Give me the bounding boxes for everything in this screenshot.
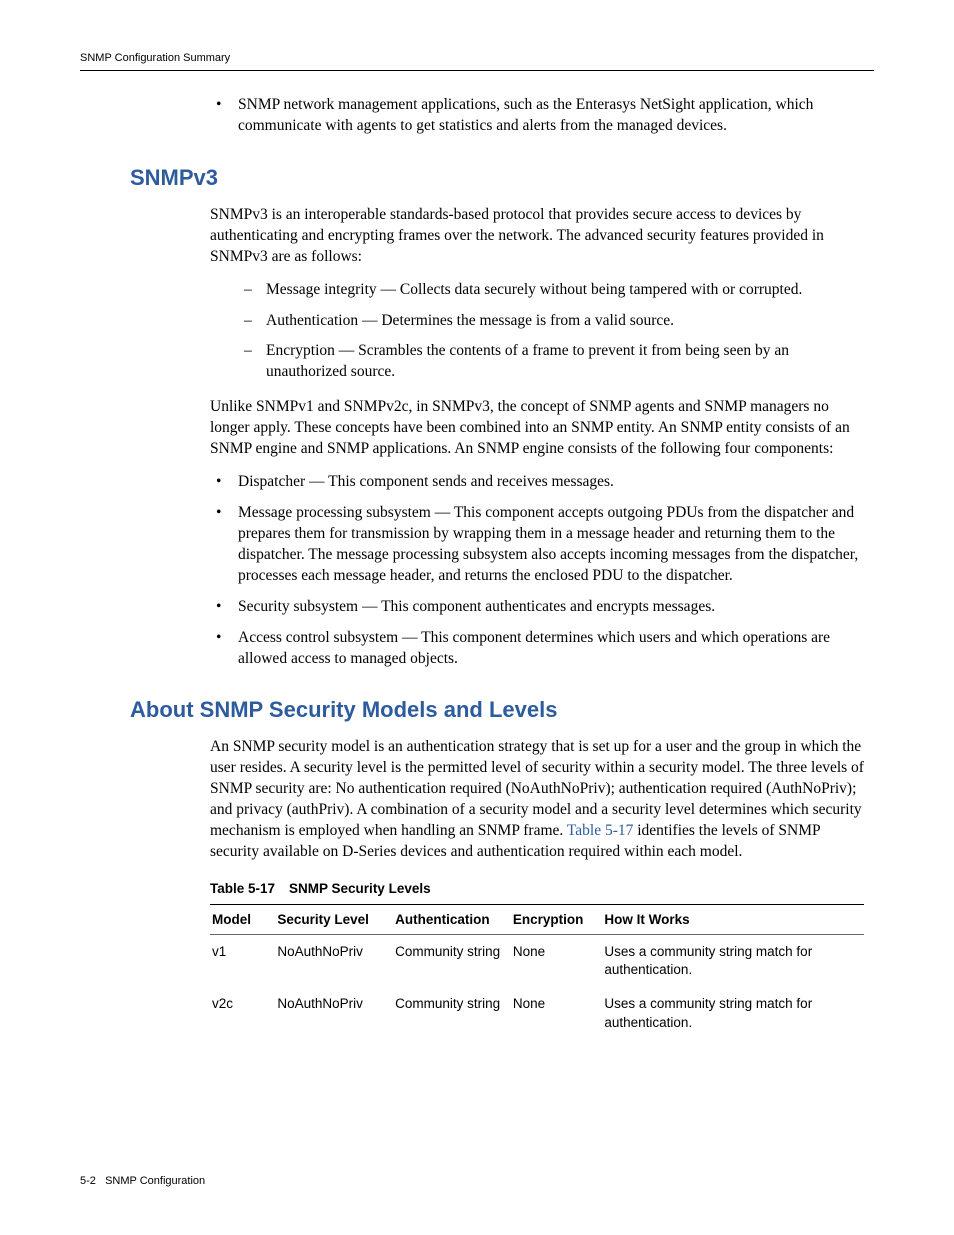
- feature-item: Authentication — Determines the message …: [238, 311, 864, 332]
- table-caption: Table 5-17 SNMP Security Levels: [210, 881, 864, 896]
- component-item: Message processing subsystem — This comp…: [210, 503, 864, 587]
- intro-block: SNMP network management applications, su…: [210, 95, 864, 137]
- security-block: An SNMP security model is an authenticat…: [210, 737, 864, 1039]
- col-encryption: Encryption: [511, 904, 603, 934]
- footer-page-number: 5-2: [80, 1175, 96, 1187]
- cell-enc: None: [511, 934, 603, 987]
- col-authentication: Authentication: [393, 904, 511, 934]
- snmpv3-intro: SNMPv3 is an interoperable standards-bas…: [210, 205, 864, 268]
- page-footer: 5-2 SNMP Configuration: [80, 1175, 205, 1187]
- table-row: v2c NoAuthNoPriv Community string None U…: [210, 987, 864, 1039]
- table-row: v1 NoAuthNoPriv Community string None Us…: [210, 934, 864, 987]
- heading-snmpv3: SNMPv3: [130, 165, 874, 191]
- table-header-row: Model Security Level Authentication Encr…: [210, 904, 864, 934]
- cell-how: Uses a community string match for authen…: [602, 934, 864, 987]
- cell-auth: Community string: [393, 987, 511, 1039]
- component-item: Security subsystem — This component auth…: [210, 597, 864, 618]
- cell-seclvl: NoAuthNoPriv: [275, 987, 393, 1039]
- running-header: SNMP Configuration Summary: [80, 52, 874, 71]
- intro-bullet-list: SNMP network management applications, su…: [210, 95, 864, 137]
- table-caption-title: SNMP Security Levels: [289, 881, 431, 896]
- snmpv3-block: SNMPv3 is an interoperable standards-bas…: [210, 205, 864, 670]
- snmpv3-component-list: Dispatcher — This component sends and re…: [210, 472, 864, 669]
- snmpv3-feature-list: Message integrity — Collects data secure…: [210, 280, 864, 384]
- document-page: SNMP Configuration Summary SNMP network …: [0, 0, 954, 1235]
- heading-security-models: About SNMP Security Models and Levels: [130, 697, 874, 723]
- security-para: An SNMP security model is an authenticat…: [210, 737, 864, 863]
- cell-model: v2c: [210, 987, 275, 1039]
- cell-enc: None: [511, 987, 603, 1039]
- security-levels-table: Model Security Level Authentication Encr…: [210, 904, 864, 1040]
- intro-bullet-item: SNMP network management applications, su…: [210, 95, 864, 137]
- cell-seclvl: NoAuthNoPriv: [275, 934, 393, 987]
- feature-item: Encryption — Scrambles the contents of a…: [238, 341, 864, 383]
- table-caption-number: Table 5-17: [210, 881, 275, 896]
- cell-auth: Community string: [393, 934, 511, 987]
- component-item: Access control subsystem — This componen…: [210, 628, 864, 670]
- cell-how: Uses a community string match for authen…: [602, 987, 864, 1039]
- footer-chapter-title: SNMP Configuration: [105, 1175, 205, 1187]
- feature-item: Message integrity — Collects data secure…: [238, 280, 864, 301]
- col-model: Model: [210, 904, 275, 934]
- table-xref-link[interactable]: Table 5-17: [567, 822, 634, 839]
- col-how-it-works: How It Works: [602, 904, 864, 934]
- cell-model: v1: [210, 934, 275, 987]
- col-security-level: Security Level: [275, 904, 393, 934]
- snmpv3-entity-para: Unlike SNMPv1 and SNMPv2c, in SNMPv3, th…: [210, 397, 864, 460]
- component-item: Dispatcher — This component sends and re…: [210, 472, 864, 493]
